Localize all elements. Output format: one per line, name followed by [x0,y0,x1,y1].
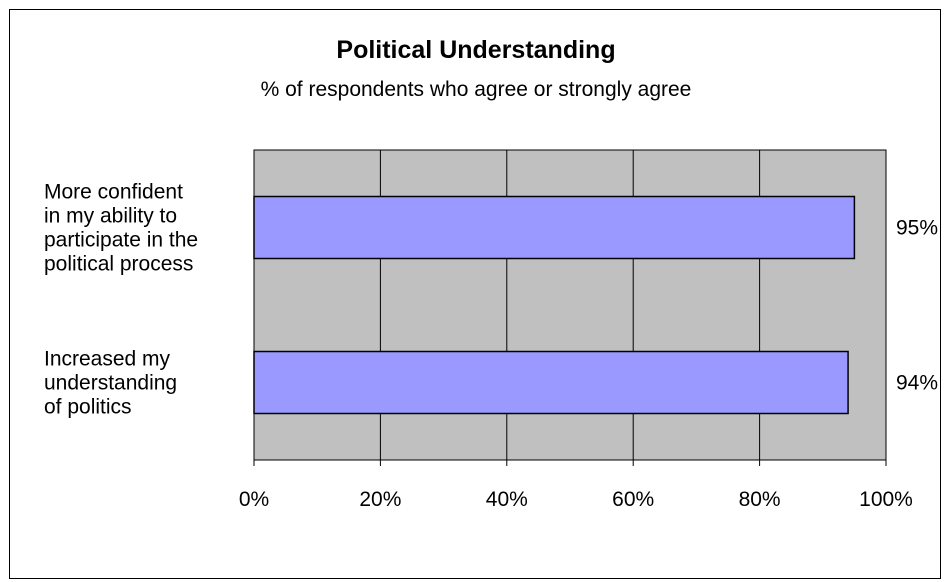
x-tick-label: 80% [739,488,781,511]
data-label: 94% [896,372,938,395]
data-label: 95% [896,217,938,240]
category-label: More confident in my ability to participat… [44,181,198,276]
bar [253,350,849,415]
x-tick-label: 20% [359,488,401,511]
chart-title: Political Understanding [336,36,615,64]
category-label-line: political process [44,253,193,276]
category-label-line: in my ability to [44,205,177,228]
category-label: Increased my understanding of politics [44,348,177,419]
x-tick-label: 0% [239,488,269,511]
category-label-line: understanding [44,372,177,395]
bar [253,195,856,260]
x-tick-label: 60% [612,488,654,511]
category-label-line: of politics [44,396,132,419]
category-label-line: More confident [44,181,183,204]
category-label-line: Increased my [44,348,171,371]
x-tick-label: 40% [486,488,528,511]
plot-area: More confident in my ability to participat… [44,149,938,511]
x-tick-label: 100% [859,488,913,511]
chart-subtitle: % of respondents who agree or strongly a… [261,78,692,101]
category-label-line: participate in the [44,229,198,252]
